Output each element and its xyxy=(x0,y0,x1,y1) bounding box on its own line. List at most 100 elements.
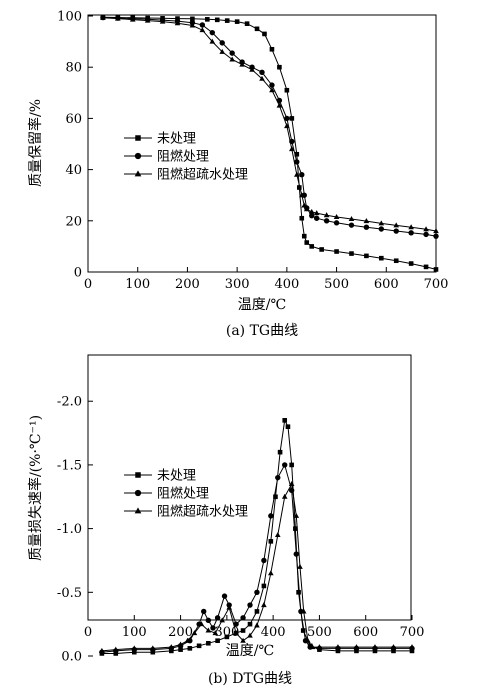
dtg-data-point-superhydrophobic xyxy=(233,630,239,636)
tg-legend-marker-superhydrophobic xyxy=(134,170,142,177)
dtg-data-point-flame-retardant xyxy=(282,462,288,468)
dtg-data-point-untreated xyxy=(247,621,253,627)
dtg-data-point-flame-retardant xyxy=(210,625,216,631)
tg-data-point-superhydrophobic xyxy=(289,146,295,152)
tg-data-point-untreated xyxy=(408,261,414,266)
dtg-legend-marker-flame-retardant xyxy=(134,489,142,497)
dtg-x-tick-label: 200 xyxy=(168,625,193,640)
tg-legend-marker-flame-retardant xyxy=(134,152,142,160)
dtg-y-tick-label: -2.0 xyxy=(57,395,82,410)
tg-x-tick-label: 400 xyxy=(274,277,299,292)
dtg-x-tick-label: 600 xyxy=(353,625,378,640)
tg-data-point-untreated xyxy=(379,255,384,261)
tg-y-tick-label: 20 xyxy=(65,214,82,229)
dtg-x-tick-label: 400 xyxy=(261,625,286,640)
tg-y-tick-label: 80 xyxy=(65,61,82,76)
dtg-y-tick-label: 0.0 xyxy=(61,650,82,665)
dtg-y-tick-label: -1.5 xyxy=(57,458,82,473)
dtg-data-point-superhydrophobic xyxy=(212,630,219,636)
dtg-plot-frame xyxy=(87,354,412,621)
dtg-data-point-superhydrophobic xyxy=(297,563,303,569)
tg-data-point-flame-retardant xyxy=(199,22,206,28)
tg-data-point-superhydrophobic xyxy=(333,213,340,219)
tg-data-point-untreated xyxy=(304,240,310,245)
dtg-data-point-untreated xyxy=(289,462,294,468)
dtg-data-point-flame-retardant xyxy=(275,474,281,481)
dtg-data-point-flame-retardant xyxy=(201,608,207,615)
dtg-data-point-superhydrophobic xyxy=(219,617,226,623)
dtg-data-point-superhydrophobic xyxy=(305,637,311,643)
tg-series-line-superhydrophobic xyxy=(102,17,437,232)
tg-legend-label-untreated: 未处理 xyxy=(157,132,196,147)
dtg-data-point-untreated xyxy=(293,526,298,531)
dtg-x-tick-label: 500 xyxy=(307,625,332,640)
tg-data-point-untreated xyxy=(309,244,315,249)
tg-data-point-flame-retardant xyxy=(363,224,370,230)
tg-data-point-flame-retardant xyxy=(229,50,235,56)
tg-data-point-superhydrophobic xyxy=(189,22,196,28)
tg-x-tick-label: 500 xyxy=(324,277,349,292)
tg-data-point-superhydrophobic xyxy=(308,208,315,214)
dtg-data-point-untreated xyxy=(296,590,301,595)
tg-data-point-untreated xyxy=(205,17,210,22)
dtg-x-tick-label: 100 xyxy=(122,625,147,640)
tg-y-tick-label: 0 xyxy=(74,266,82,281)
dtg-data-point-untreated xyxy=(206,640,211,646)
tg-y-tick-label: 100 xyxy=(57,10,82,25)
dtg-data-point-superhydrophobic xyxy=(293,512,300,518)
dtg-data-point-untreated xyxy=(196,643,202,649)
dtg-data-point-flame-retardant xyxy=(261,557,267,564)
tg-data-point-untreated xyxy=(393,258,399,264)
tg-data-point-superhydrophobic xyxy=(378,220,385,226)
dtg-data-point-superhydrophobic xyxy=(149,645,156,651)
dtg-data-point-superhydrophobic xyxy=(335,644,341,650)
tg-data-point-untreated xyxy=(224,18,230,23)
tg-data-point-superhydrophobic xyxy=(229,56,235,62)
dtg-data-point-superhydrophobic xyxy=(254,622,260,628)
tg-data-point-superhydrophobic xyxy=(249,66,255,72)
tg-legend-marker-untreated xyxy=(135,135,141,141)
tg-data-point-superhydrophobic xyxy=(301,202,308,208)
tg-data-point-untreated xyxy=(244,21,250,26)
dtg-x-tick-label: 700 xyxy=(400,625,425,640)
dtg-data-point-superhydrophobic xyxy=(247,632,253,638)
tg-data-point-untreated xyxy=(334,249,339,254)
dtg-data-point-untreated xyxy=(178,647,183,652)
tg-data-point-untreated xyxy=(296,185,302,190)
dtg-legend-marker-superhydrophobic xyxy=(134,507,142,514)
tg-data-point-superhydrophobic xyxy=(293,171,300,177)
dtg-data-point-superhydrophobic xyxy=(268,570,274,576)
dtg-data-point-superhydrophobic xyxy=(261,602,267,608)
tg-data-point-flame-retardant xyxy=(284,115,290,122)
dtg-legend-label-flame-retardant: 阻燃处理 xyxy=(157,486,209,502)
dtg-data-point-untreated xyxy=(224,634,230,640)
tg-data-point-untreated xyxy=(423,264,429,270)
dtg-data-point-superhydrophobic xyxy=(288,481,295,487)
tg-y-ticks: 0 20 40 60 80 100 xyxy=(57,10,93,281)
tg-data-point-untreated xyxy=(301,233,307,239)
tg-x-tick-label: 700 xyxy=(424,277,449,292)
tg-data-point-superhydrophobic xyxy=(239,61,245,67)
dtg-data-point-superhydrophobic xyxy=(131,645,138,651)
dtg-x-tick-label: 0 xyxy=(84,625,92,640)
tg-legend-label-flame-retardant: 阻燃处理 xyxy=(157,149,209,165)
tg-data-point-superhydrophobic xyxy=(276,102,283,108)
tg-data-point-superhydrophobic xyxy=(298,192,305,198)
dtg-x-axis-title: 温度/℃ xyxy=(226,643,274,659)
tg-data-point-untreated xyxy=(234,19,240,24)
dtg-data-point-superhydrophobic xyxy=(240,637,246,643)
tg-data-point-superhydrophobic xyxy=(408,224,414,230)
dtg-x-ticks: 0 100 200 300 400 500 600 700 xyxy=(84,615,425,640)
tg-data-point-superhydrophobic xyxy=(269,87,275,93)
tg-data-point-untreated xyxy=(319,247,324,252)
dtg-data-point-untreated xyxy=(254,609,260,614)
tg-data-point-flame-retardant xyxy=(259,69,265,76)
tg-data-point-untreated xyxy=(284,87,290,93)
dtg-data-point-superhydrophobic xyxy=(353,644,360,650)
tg-x-tick-label: 600 xyxy=(374,277,399,292)
tg-data-point-untreated xyxy=(289,116,295,121)
tg-chart: 0 100 200 300 400 500 600 700 0 20 40 60 80 100 未处理阻… xyxy=(27,10,448,340)
tg-legend-label-superhydrophobic: 阻燃超疏水处理 xyxy=(157,167,248,183)
